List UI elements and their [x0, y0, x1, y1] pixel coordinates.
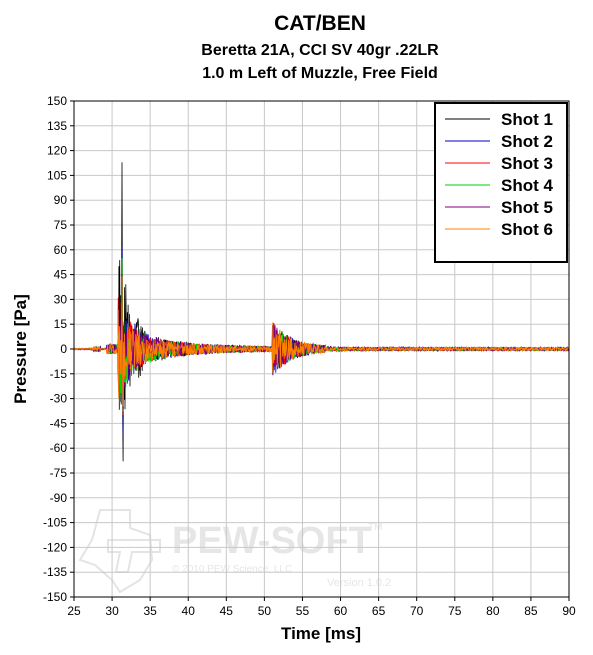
series-layer [73, 162, 570, 462]
x-axis-ticks: 25 30 35 40 45 50 55 60 65 70 75 80 85 90 [67, 597, 576, 618]
y-tick-label: 75 [54, 218, 68, 232]
x-tick-label: 65 [372, 604, 386, 618]
legend-label: Shot 1 [501, 110, 553, 129]
y-tick-label: -150 [43, 590, 67, 604]
y-tick-label: 90 [54, 193, 68, 207]
x-tick-label: 40 [182, 604, 196, 618]
y-tick-label: -60 [50, 441, 68, 455]
x-tick-label: 75 [448, 604, 462, 618]
y-axis-ticks: 1501351201059075604530150-15-30-45-60-75… [43, 94, 74, 604]
y-tick-label: 45 [54, 268, 68, 282]
chart-subtitle-2: 1.0 m Left of Muzzle, Free Field [202, 65, 438, 82]
watermark-brand: PEW-SOFT [172, 520, 372, 562]
y-tick-label: 135 [47, 119, 67, 133]
y-tick-label: -15 [50, 367, 68, 381]
watermark-copyright: © 2010 PEW Science, LLC [172, 564, 292, 575]
chart-title: CAT/BEN [274, 12, 366, 35]
y-tick-label: -105 [43, 516, 67, 530]
y-tick-label: 120 [47, 144, 67, 158]
x-tick-label: 70 [410, 604, 424, 618]
y-tick-label: -135 [43, 565, 67, 579]
x-tick-label: 50 [258, 604, 272, 618]
watermark-version: Version 1.0.2 [327, 577, 391, 589]
y-tick-label: 30 [54, 292, 68, 306]
watermark-tm: TM [368, 522, 382, 533]
legend-box [434, 102, 568, 263]
y-axis-label: Pressure [Pa] [11, 294, 30, 404]
legend-label: Shot 6 [501, 220, 553, 239]
x-tick-label: 25 [67, 604, 81, 618]
legend: Shot 1 Shot 2 Shot 3 Shot 4 Shot 5 Shot 6 [434, 102, 568, 263]
x-tick-label: 60 [334, 604, 348, 618]
chart-subtitle-1: Beretta 21A, CCI SV 40gr .22LR [201, 42, 439, 59]
legend-label: Shot 5 [501, 198, 553, 217]
y-tick-label: 60 [54, 243, 68, 257]
x-tick-label: 85 [524, 604, 538, 618]
y-tick-label: 15 [54, 317, 68, 331]
legend-label: Shot 3 [501, 154, 553, 173]
x-tick-label: 30 [105, 604, 119, 618]
y-tick-label: 150 [47, 94, 67, 108]
series-line-6 [73, 276, 570, 407]
y-tick-label: -30 [50, 392, 68, 406]
x-tick-label: 90 [562, 604, 576, 618]
y-tick-label: -75 [50, 466, 68, 480]
texas-outline-icon [78, 509, 154, 594]
y-tick-label: -120 [43, 540, 67, 554]
x-tick-label: 35 [143, 604, 157, 618]
x-tick-label: 80 [486, 604, 500, 618]
legend-label: Shot 2 [501, 132, 553, 151]
y-tick-label: -90 [50, 491, 68, 505]
y-tick-label: -45 [50, 416, 68, 430]
y-tick-label: 105 [47, 168, 67, 182]
x-tick-label: 55 [296, 604, 310, 618]
y-tick-label: 0 [60, 342, 67, 356]
x-axis-label: Time [ms] [281, 624, 361, 643]
watermark: PEW-SOFT TM © 2010 PEW Science, LLC Vers… [78, 509, 391, 594]
x-tick-label: 45 [220, 604, 234, 618]
legend-label: Shot 4 [501, 176, 553, 195]
